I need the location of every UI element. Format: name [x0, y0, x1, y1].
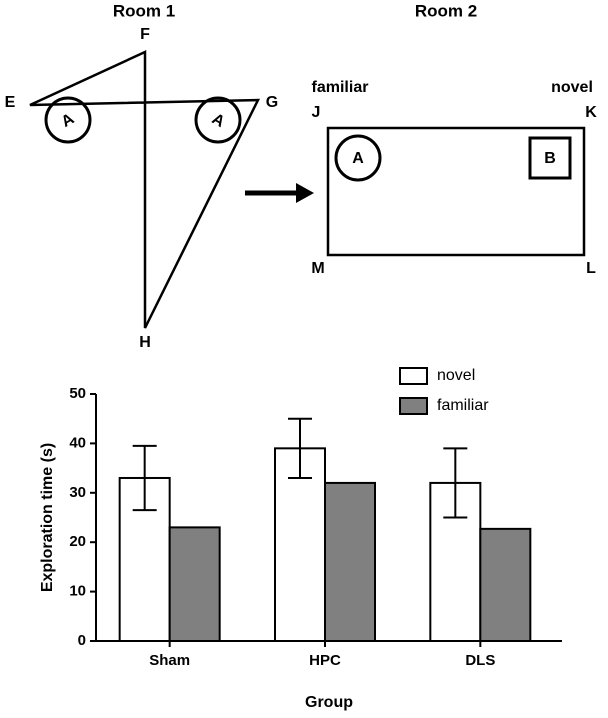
legend-swatch	[399, 367, 428, 385]
arrow	[245, 183, 314, 203]
y-axis-label: Exploration time (s)	[39, 443, 56, 592]
x-tick-label: Sham	[149, 652, 190, 669]
object	[528, 136, 572, 180]
corner-label: K	[585, 104, 597, 121]
legend-swatch	[399, 397, 428, 415]
side-label: novel	[551, 79, 593, 96]
room-outline	[326, 126, 586, 257]
object-label: A	[209, 111, 228, 132]
corner-label: F	[140, 26, 150, 43]
error-bar	[132, 444, 157, 512]
side-label: familiar	[312, 79, 369, 96]
bar	[324, 481, 376, 643]
corner-label: J	[312, 104, 321, 121]
object	[334, 134, 382, 182]
bar-chart: 0 10 20 30 40 50 Exploration time (s) Group Sham…	[39, 367, 562, 711]
y-tick-label: 40	[69, 434, 86, 451]
y-tick-label: 10	[69, 583, 86, 600]
corner-label: H	[139, 334, 151, 351]
bar	[479, 527, 532, 642]
object	[44, 96, 92, 144]
y-tick-label: 0	[78, 632, 86, 649]
y-tick-label: 30	[69, 484, 86, 501]
x-tick-label: DLS	[465, 652, 495, 669]
error-bar	[288, 417, 312, 479]
corner-label: E	[5, 94, 16, 111]
y-tick-label: 50	[69, 385, 86, 402]
corner-label: L	[586, 260, 596, 277]
bar	[168, 526, 221, 643]
room-2: Room 2 familiar novel J K M L A B	[311, 1, 597, 277]
room-title: Room 2	[415, 1, 477, 20]
room-1: Room 1 F E G H A A	[5, 1, 279, 351]
object-label: A	[59, 110, 78, 131]
room-title: Room 1	[113, 1, 175, 20]
legend-label: novel	[437, 367, 475, 384]
object-label: A	[352, 150, 364, 167]
corner-label: M	[311, 260, 324, 277]
object	[194, 96, 242, 144]
y-tick-label: 20	[69, 533, 86, 550]
x-tick-label: HPC	[309, 652, 341, 669]
bar	[274, 447, 326, 642]
object-label: B	[544, 150, 556, 167]
x-axis-label: Group	[305, 694, 353, 711]
error-bar	[443, 447, 468, 519]
room-outline	[29, 50, 261, 329]
corner-label: G	[266, 94, 278, 111]
legend-label: familiar	[437, 397, 489, 414]
